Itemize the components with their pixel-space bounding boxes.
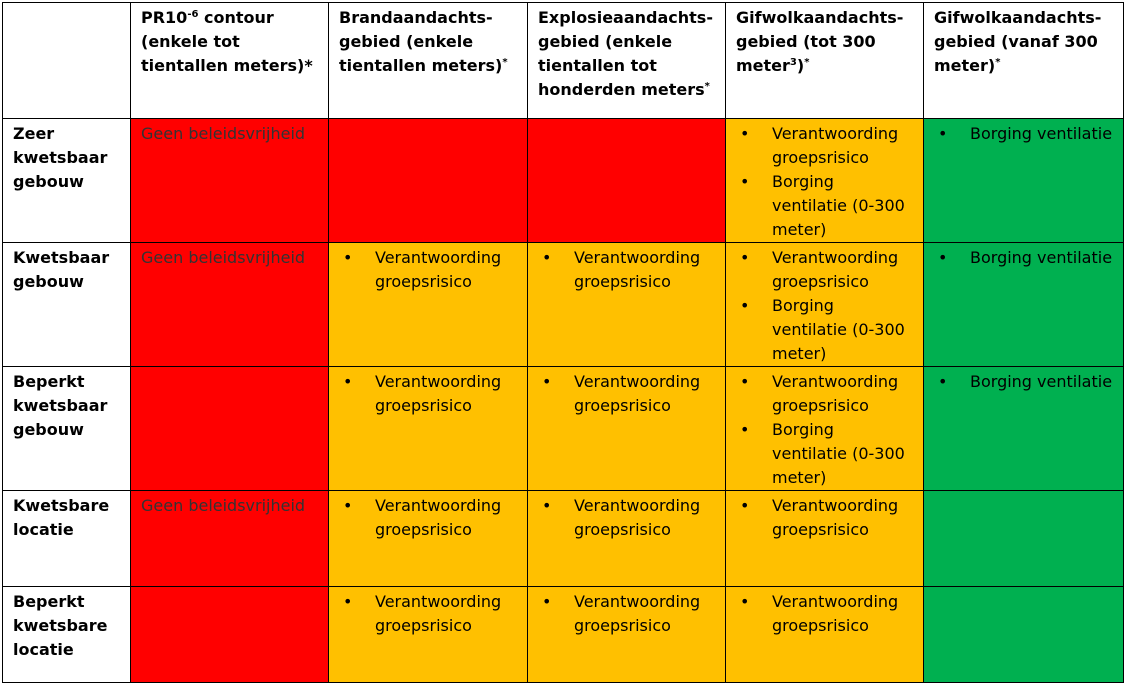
cell-explosie: • Verantwoording groepsrisico <box>527 490 726 587</box>
bullet-icon: • <box>938 124 948 143</box>
cell-pr10: Geen beleidsvrijheid <box>130 242 329 367</box>
list-item: • Borging ventilatie (0-300 meter) <box>740 420 905 487</box>
table-row: Beperkt kwetsbare locatie • Verantwoordin… <box>2 586 1124 683</box>
header-explosie: Explosieaandachts-gebied (enkele tiental… <box>527 2 726 119</box>
list-item: • Verantwoording groepsrisico <box>740 248 899 291</box>
list-item: • Verantwoording groepsrisico <box>740 496 899 539</box>
table-row: Kwetsbaar gebouw Geen beleidsvrijheid • V… <box>2 242 1124 367</box>
list-item: • Verantwoording groepsrisico <box>740 592 899 635</box>
header-pr10: PR10-6 contour (enkele tot tientallen me… <box>130 2 329 119</box>
cell-gifvanaf: • Borging ventilatie <box>923 366 1124 491</box>
list-item: • Verantwoording groepsrisico <box>542 592 701 635</box>
row-label: Zeer kwetsbaar gebouw <box>2 118 131 243</box>
table-row: Zeer kwetsbaar gebouw Geen beleidsvrijhe… <box>2 118 1124 243</box>
header-brand: Brandaandachts-gebied (enkele tientallen… <box>328 2 528 119</box>
cell-brand: • Verantwoording groepsrisico <box>328 490 528 587</box>
bullet-icon: • <box>542 592 552 611</box>
bullet-icon: • <box>938 248 948 267</box>
cell-gif300: • Verantwoording groepsrisico <box>725 490 924 587</box>
bullet-icon: • <box>740 248 750 267</box>
list-item: • Verantwoording groepsrisico <box>343 372 502 415</box>
list-item: • Verantwoording groepsrisico <box>542 496 701 539</box>
cell-explosie: • Verantwoording groepsrisico <box>527 366 726 491</box>
list-item: • Verantwoording groepsrisico <box>740 372 899 415</box>
bullet-icon: • <box>740 420 750 439</box>
list-item: • Verantwoording groepsrisico <box>542 248 701 291</box>
cell-gifvanaf <box>923 586 1124 683</box>
list-item: • Borging ventilatie <box>934 122 1113 146</box>
bullet-icon: • <box>343 496 353 515</box>
cell-brand <box>328 118 528 243</box>
cell-brand: • Verantwoording groepsrisico <box>328 366 528 491</box>
list-item: • Verantwoording groepsrisico <box>343 496 502 539</box>
bullet-icon: • <box>542 372 552 391</box>
list-item: • Verantwoording groepsrisico <box>343 248 502 291</box>
cell-brand: • Verantwoording groepsrisico <box>328 586 528 683</box>
list-item: • Borging ventilatie (0-300 meter) <box>740 172 905 239</box>
table-row: Kwetsbare locatie Geen beleidsvrijheid •… <box>2 490 1124 587</box>
cell-gif300: • Verantwoording groepsrisico • Borging ve… <box>725 366 924 491</box>
cell-explosie: • Verantwoording groepsrisico <box>527 242 726 367</box>
bullet-icon: • <box>343 372 353 391</box>
table-row: Beperkt kwetsbaar gebouw • Verantwoording… <box>2 366 1124 491</box>
list-item: • Verantwoording groepsrisico <box>740 124 899 167</box>
list-item: • Borging ventilatie (0-300 meter) <box>740 296 905 363</box>
header-gif300: Gifwolkaandachts-gebied (tot 300 meter3)… <box>725 2 924 119</box>
cell-pr10 <box>130 366 329 491</box>
cell-explosie: • Verantwoording groepsrisico <box>527 586 726 683</box>
bullet-icon: • <box>740 592 750 611</box>
cell-pr10: Geen beleidsvrijheid <box>130 118 329 243</box>
bullet-icon: • <box>542 248 552 267</box>
cell-pr10 <box>130 586 329 683</box>
list-item: • Borging ventilatie <box>934 370 1113 394</box>
cell-gifvanaf: • Borging ventilatie <box>923 118 1124 243</box>
cell-explosie <box>527 118 726 243</box>
cell-gif300: • Verantwoording groepsrisico • Borging ve… <box>725 118 924 243</box>
bullet-icon: • <box>740 172 750 191</box>
cell-gif300: • Verantwoording groepsrisico • Borging ve… <box>725 242 924 367</box>
cell-pr10: Geen beleidsvrijheid <box>130 490 329 587</box>
bullet-icon: • <box>343 248 353 267</box>
bullet-icon: • <box>740 296 750 315</box>
bullet-icon: • <box>740 496 750 515</box>
corner-cell <box>2 2 131 119</box>
row-label: Beperkt kwetsbare locatie <box>2 586 131 683</box>
list-item: • Borging ventilatie <box>934 246 1113 270</box>
cell-gifvanaf <box>923 490 1124 587</box>
header-row: PR10-6 contour (enkele tot tientallen me… <box>2 2 1124 119</box>
bullet-icon: • <box>938 372 948 391</box>
cell-brand: • Verantwoording groepsrisico <box>328 242 528 367</box>
row-label: Kwetsbaar gebouw <box>2 242 131 367</box>
row-label: Kwetsbare locatie <box>2 490 131 587</box>
row-label: Beperkt kwetsbaar gebouw <box>2 366 131 491</box>
bullet-icon: • <box>740 124 750 143</box>
list-item: • Verantwoording groepsrisico <box>542 372 701 415</box>
bullet-icon: • <box>343 592 353 611</box>
header-gifvanaf: Gifwolkaandachts-gebied (vanaf 300 meter… <box>923 2 1124 119</box>
list-item: • Verantwoording groepsrisico <box>343 592 502 635</box>
cell-gifvanaf: • Borging ventilatie <box>923 242 1124 367</box>
bullet-icon: • <box>740 372 750 391</box>
cell-gif300: • Verantwoording groepsrisico <box>725 586 924 683</box>
bullet-icon: • <box>542 496 552 515</box>
